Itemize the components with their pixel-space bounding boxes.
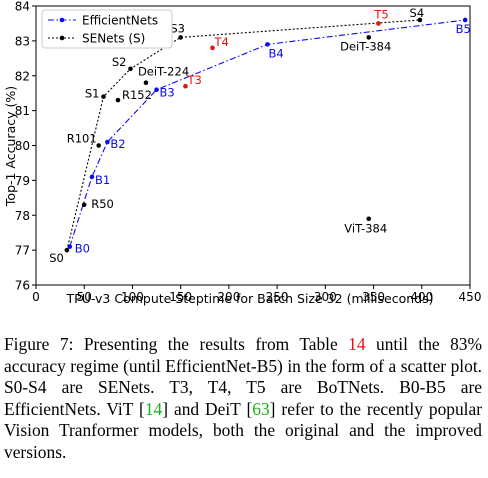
point-label-b5: B5 xyxy=(456,22,471,36)
y-tick-label: 81 xyxy=(15,104,30,118)
data-points xyxy=(64,17,468,253)
data-point-s1 xyxy=(101,94,106,99)
x-tick-label: 0 xyxy=(32,290,40,304)
legend-label-0: EfficientNets xyxy=(82,14,158,28)
point-label-b4: B4 xyxy=(268,46,283,60)
data-point-s3 xyxy=(178,35,183,40)
legend-marker-1 xyxy=(59,35,65,41)
axes: 0 50 100 150 200 250 300 350 400 450 76 77 78 79 80 81 8… xyxy=(15,0,482,304)
data-point-t4 xyxy=(210,45,215,51)
point-labels: B0 B1 B2 B3 B4 B5 S0 S1 S2 S3 S4 R50 R101 R152 DeiT-22… xyxy=(49,6,471,265)
data-point-t3 xyxy=(183,83,188,89)
data-point-s0 xyxy=(64,247,70,253)
point-label-b1: B1 xyxy=(95,173,110,187)
x-tick-label: 300 xyxy=(314,290,337,304)
point-label-t4: T4 xyxy=(213,35,228,49)
y-tick-label: 84 xyxy=(15,0,30,14)
x-axis-label: TPU-v3 Compute Steptime for Batch Size 3… xyxy=(66,291,434,306)
citation-vit[interactable]: 14 xyxy=(144,398,163,419)
point-label-s0: S0 xyxy=(49,251,64,265)
x-tick-label: 450 xyxy=(459,290,482,304)
scatter-chart: 0 50 100 150 200 250 300 350 400 450 76 77 78 79 80 81 8… xyxy=(3,0,482,306)
x-tick-label: 250 xyxy=(266,290,289,304)
table-ref-link[interactable]: 14 xyxy=(348,334,366,354)
legend: EfficientNets SENets (S) xyxy=(41,9,173,49)
point-label-deit-384: DeiT-384 xyxy=(340,39,391,53)
data-point-b3 xyxy=(154,87,159,92)
legend-marker-0 xyxy=(59,17,65,23)
point-label-vit-384: ViT-384 xyxy=(344,222,387,236)
y-tick-label: 80 xyxy=(15,139,30,153)
data-point-r152 xyxy=(115,97,121,103)
caption-suffix: ] refer to the recently popular Vision T… xyxy=(4,398,482,462)
y-axis-label: Top-1 Accuracy (%) xyxy=(3,86,18,207)
x-tick-label: 350 xyxy=(362,290,385,304)
y-tick-label: 77 xyxy=(15,244,30,258)
y-tick-label: 76 xyxy=(15,279,30,293)
point-label-s2: S2 xyxy=(112,55,127,69)
series-line-0 xyxy=(69,19,466,247)
data-point-b0 xyxy=(67,244,73,249)
data-point-b4 xyxy=(265,42,270,47)
data-point-vit-384 xyxy=(366,216,372,222)
y-tick-label: 83 xyxy=(15,34,30,48)
y-tick-label: 82 xyxy=(15,69,30,83)
data-point-b2 xyxy=(105,139,110,145)
data-point-deit-224 xyxy=(143,80,149,86)
y-tick-label: 78 xyxy=(15,209,30,223)
data-point-r101 xyxy=(96,143,101,148)
point-label-deit-224: DeiT-224 xyxy=(138,65,189,79)
caption-text: until the 83% accuracy regime (until Eff… xyxy=(4,334,482,419)
x-tick-label: 50 xyxy=(77,290,92,304)
caption-text-2: ] and DeiT [ xyxy=(162,398,253,419)
point-label-s4: S4 xyxy=(410,6,425,20)
data-point-s4 xyxy=(417,17,423,23)
data-point-deit-384 xyxy=(366,35,372,40)
point-label-s3: S3 xyxy=(170,21,185,35)
point-label-s1: S1 xyxy=(85,87,100,101)
point-label-b3: B3 xyxy=(160,86,175,100)
data-point-b1 xyxy=(89,174,95,180)
point-label-r101: R101 xyxy=(67,132,97,146)
data-point-s2 xyxy=(128,66,133,72)
x-tick-label: 400 xyxy=(410,290,433,304)
caption-prefix: Figure 7: Presenting the results from Ta… xyxy=(4,334,349,354)
point-label-r50: R50 xyxy=(91,197,114,211)
x-tick-label: 150 xyxy=(169,290,192,304)
data-point-r50 xyxy=(81,202,87,208)
x-tick-label: 200 xyxy=(217,290,240,304)
y-tick-label: 79 xyxy=(15,174,30,188)
point-label-t5: T5 xyxy=(373,7,388,21)
data-point-b5 xyxy=(462,17,468,23)
point-label-t3: T3 xyxy=(186,73,201,87)
citation-deit[interactable]: 63 xyxy=(252,398,270,419)
x-tick-label: 100 xyxy=(121,290,144,304)
figure-caption: Figure 7: Presenting the results from Ta… xyxy=(4,334,482,464)
point-label-r152: R152 xyxy=(122,88,152,102)
legend-label-1: SENets (S) xyxy=(82,32,145,46)
data-point-t5 xyxy=(376,21,381,26)
series-lines xyxy=(66,19,466,251)
point-label-b2: B2 xyxy=(110,137,125,151)
point-label-b0: B0 xyxy=(75,242,90,256)
